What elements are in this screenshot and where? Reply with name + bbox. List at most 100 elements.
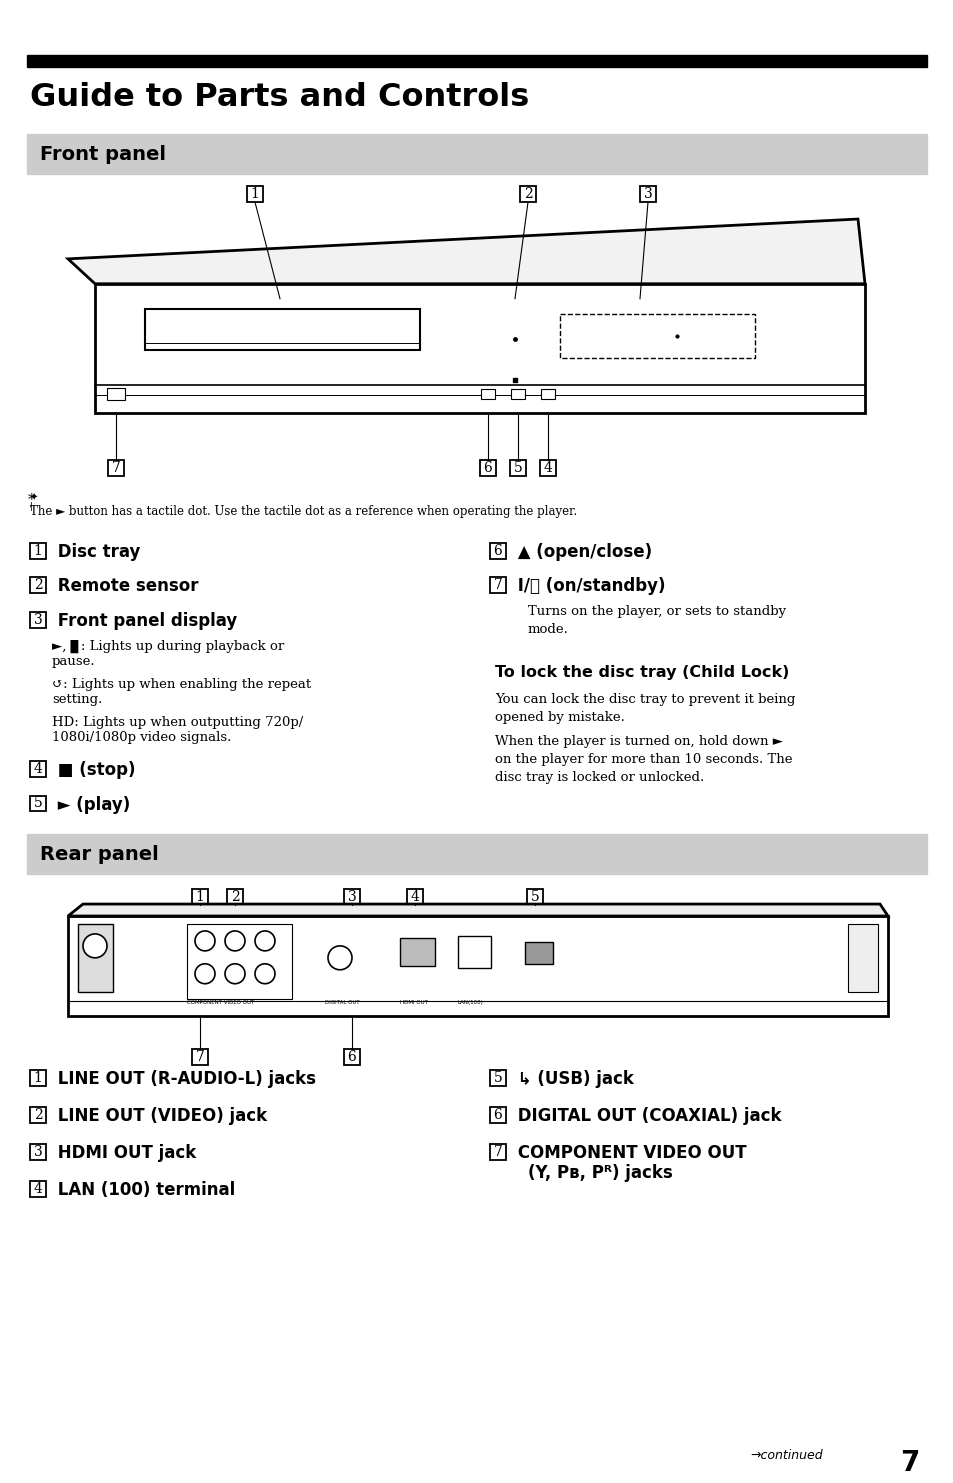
- Text: 3: 3: [33, 1145, 42, 1160]
- Circle shape: [254, 931, 274, 951]
- Bar: [490, 543, 505, 559]
- Text: 7: 7: [493, 1145, 502, 1160]
- Polygon shape: [68, 905, 887, 916]
- Text: 3: 3: [643, 187, 652, 202]
- Text: The ► button has a tactile dot. Use the tactile dot as a reference when operatin: The ► button has a tactile dot. Use the …: [30, 504, 577, 518]
- Text: DIGITAL OUT: DIGITAL OUT: [325, 1000, 359, 1004]
- Bar: [192, 890, 208, 905]
- Text: ■ (stop): ■ (stop): [52, 761, 135, 779]
- Bar: [344, 890, 359, 905]
- Text: 4: 4: [543, 461, 552, 475]
- Bar: [30, 1180, 46, 1197]
- Bar: [145, 308, 419, 350]
- Text: 1: 1: [195, 890, 204, 905]
- Text: 7: 7: [900, 1449, 919, 1477]
- Text: HDMI OUT jack: HDMI OUT jack: [52, 1143, 196, 1163]
- Text: 5: 5: [493, 1071, 502, 1086]
- Text: 7: 7: [195, 1050, 204, 1065]
- Bar: [480, 390, 495, 399]
- Bar: [526, 890, 542, 905]
- Text: ↺: Lights up when enabling the repeat
setting.: ↺: Lights up when enabling the repeat se…: [52, 678, 311, 706]
- Text: Remote sensor: Remote sensor: [52, 577, 198, 596]
- Text: Rear panel: Rear panel: [40, 845, 158, 863]
- Bar: [30, 1108, 46, 1123]
- Bar: [192, 1050, 208, 1065]
- Text: 3: 3: [33, 614, 42, 627]
- Bar: [639, 187, 656, 202]
- Bar: [30, 1143, 46, 1160]
- Polygon shape: [68, 219, 864, 283]
- Bar: [27, 135, 926, 174]
- Bar: [30, 761, 46, 777]
- Text: DIGITAL OUT (COAXIAL) jack: DIGITAL OUT (COAXIAL) jack: [512, 1108, 781, 1126]
- Text: 5: 5: [530, 890, 538, 905]
- Bar: [107, 389, 125, 400]
- Bar: [108, 460, 124, 476]
- Text: 6: 6: [493, 1108, 502, 1123]
- Bar: [407, 890, 422, 905]
- Bar: [30, 795, 46, 811]
- Bar: [559, 313, 754, 359]
- Bar: [490, 577, 505, 593]
- Circle shape: [254, 964, 274, 983]
- Bar: [30, 612, 46, 629]
- Text: 4: 4: [410, 890, 419, 905]
- Text: ► (play): ► (play): [52, 795, 131, 814]
- Text: COMPONENT VIDEO OUT: COMPONENT VIDEO OUT: [187, 1000, 254, 1004]
- Text: 4: 4: [33, 762, 42, 776]
- Bar: [399, 937, 435, 965]
- Bar: [27, 55, 926, 67]
- Bar: [344, 1050, 359, 1065]
- Text: When the player is turned on, hold down ►
on the player for more than 10 seconds: When the player is turned on, hold down …: [495, 734, 792, 785]
- Bar: [540, 390, 555, 399]
- Text: →continued: →continued: [749, 1449, 821, 1462]
- Bar: [490, 1143, 505, 1160]
- Circle shape: [194, 964, 214, 983]
- Text: 2: 2: [33, 1108, 42, 1123]
- Text: To lock the disc tray (Child Lock): To lock the disc tray (Child Lock): [495, 664, 788, 681]
- Text: ▲ (open/close): ▲ (open/close): [512, 543, 652, 561]
- Bar: [524, 942, 553, 964]
- Text: 7: 7: [493, 578, 502, 592]
- Bar: [539, 460, 556, 476]
- Text: Disc tray: Disc tray: [52, 543, 140, 561]
- Bar: [227, 890, 243, 905]
- Bar: [27, 835, 926, 873]
- Bar: [479, 460, 496, 476]
- Text: HDMI OUT: HDMI OUT: [399, 1000, 428, 1004]
- Text: 5: 5: [33, 796, 42, 811]
- Circle shape: [194, 931, 214, 951]
- Bar: [490, 1071, 505, 1086]
- Text: Turns on the player, or sets to standby
mode.: Turns on the player, or sets to standby …: [527, 605, 785, 636]
- Bar: [490, 1108, 505, 1123]
- Text: *: *: [28, 492, 35, 507]
- Bar: [847, 924, 877, 992]
- Text: LAN (100) terminal: LAN (100) terminal: [52, 1180, 235, 1198]
- Text: 2: 2: [33, 578, 42, 592]
- Text: 2: 2: [231, 890, 239, 905]
- Text: 4: 4: [33, 1182, 42, 1195]
- Bar: [95, 283, 864, 414]
- Bar: [30, 577, 46, 593]
- Text: 2: 2: [523, 187, 532, 202]
- Text: 1: 1: [251, 187, 259, 202]
- Bar: [511, 390, 524, 399]
- Text: 6: 6: [483, 461, 492, 475]
- Text: 5: 5: [513, 461, 522, 475]
- Text: ►, ▊: Lights up during playback or
pause.: ►, ▊: Lights up during playback or pause…: [52, 641, 284, 669]
- Bar: [510, 460, 525, 476]
- Text: Guide to Parts and Controls: Guide to Parts and Controls: [30, 82, 529, 113]
- Text: You can lock the disc tray to prevent it being
opened by mistake.: You can lock the disc tray to prevent it…: [495, 693, 795, 724]
- Text: 3: 3: [347, 890, 356, 905]
- Bar: [247, 187, 263, 202]
- Text: 1: 1: [33, 1071, 42, 1086]
- Text: COMPONENT VIDEO OUT: COMPONENT VIDEO OUT: [512, 1143, 746, 1163]
- Text: LINE OUT (R-AUDIO-L) jacks: LINE OUT (R-AUDIO-L) jacks: [52, 1071, 315, 1089]
- Circle shape: [225, 931, 245, 951]
- Text: Front panel display: Front panel display: [52, 612, 237, 630]
- Text: LINE OUT (VIDEO) jack: LINE OUT (VIDEO) jack: [52, 1108, 267, 1126]
- Bar: [78, 924, 112, 992]
- Circle shape: [225, 964, 245, 983]
- Text: |: |: [30, 501, 32, 510]
- Text: I/⏻ (on/standby): I/⏻ (on/standby): [512, 577, 665, 596]
